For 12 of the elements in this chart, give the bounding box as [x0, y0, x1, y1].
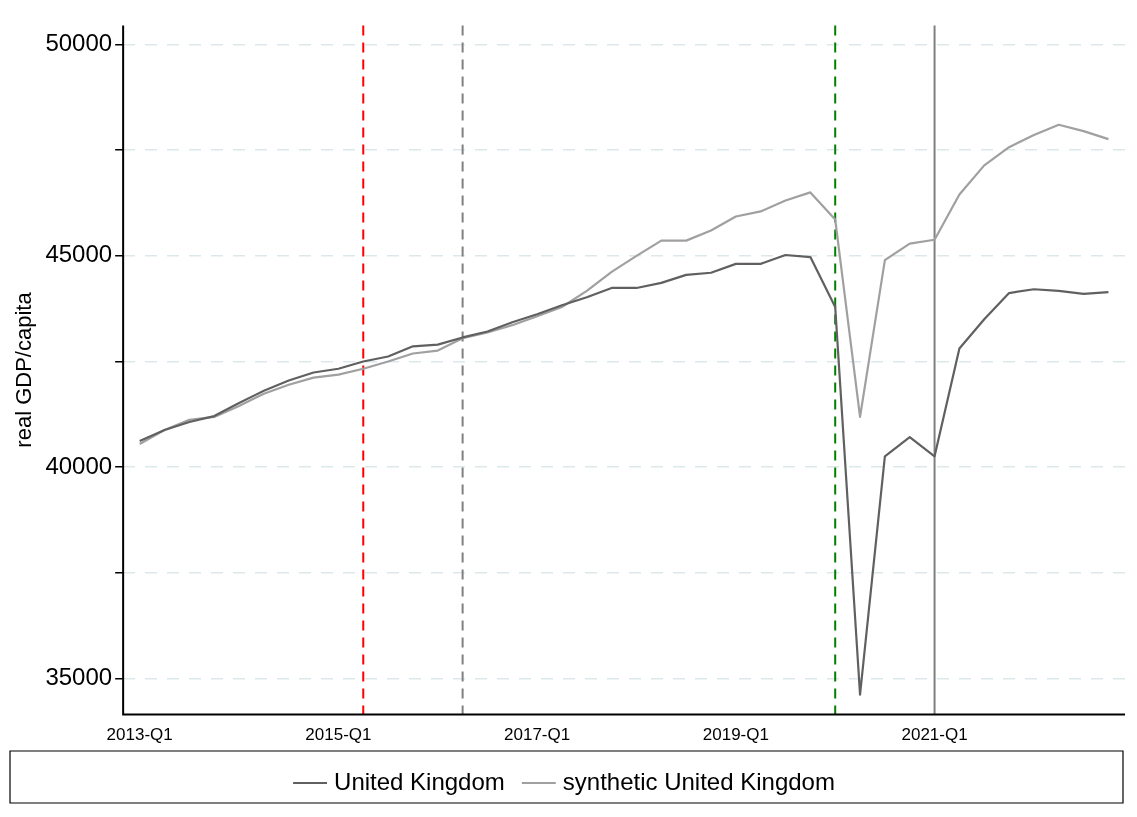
x-tick-label: 2015-Q1 [305, 725, 372, 745]
x-tick-label: 2019-Q1 [702, 725, 769, 745]
y-tick-label: 50000 [45, 29, 113, 57]
x-tick-label: 2017-Q1 [504, 725, 571, 745]
legend-label: United Kingdom [334, 767, 505, 795]
legend-label: synthetic United Kingdom [562, 767, 835, 795]
x-tick-label: 2021-Q1 [901, 725, 968, 745]
y-axis-title: real GDP/capita [11, 291, 37, 448]
y-tick-label: 40000 [45, 451, 113, 479]
x-tick-label: 2013-Q1 [106, 725, 173, 745]
y-tick-label: 35000 [45, 663, 113, 691]
y-tick-label: 45000 [45, 240, 113, 268]
